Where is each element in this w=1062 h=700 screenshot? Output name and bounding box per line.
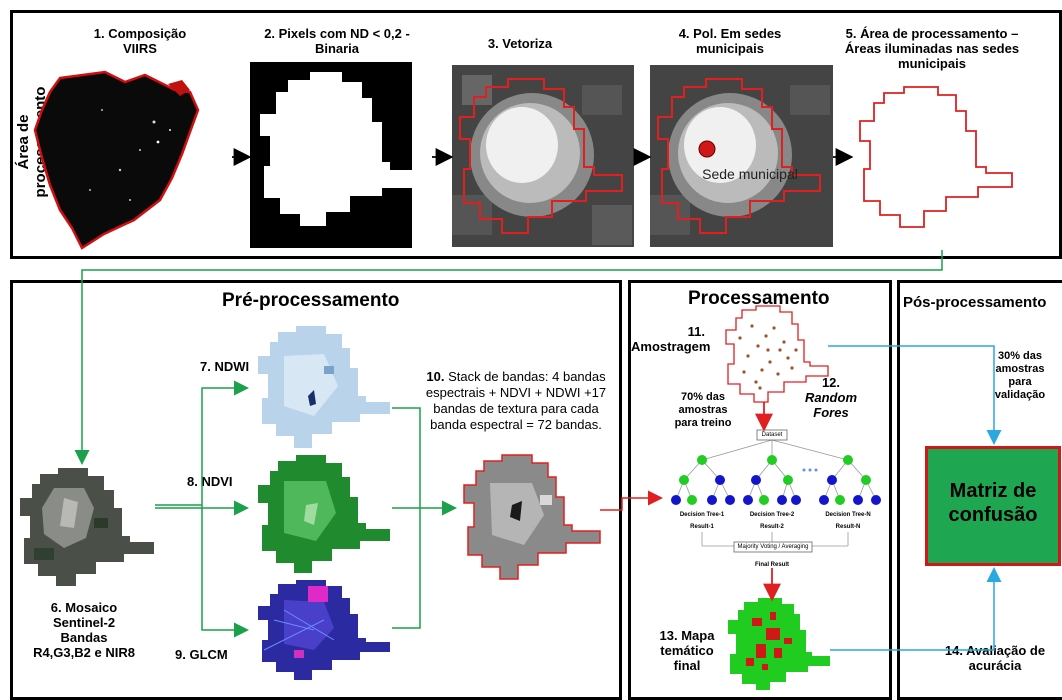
ndvi-image bbox=[254, 455, 390, 573]
pre-processing-title: Pré-processamento bbox=[222, 290, 400, 311]
step-2-label: 2. Pixels com ND < 0,2 - Binaria bbox=[264, 26, 410, 56]
binary-image bbox=[250, 62, 412, 248]
stack-image bbox=[460, 454, 601, 580]
sampling-label: 11. Amostragem bbox=[631, 324, 711, 354]
step-5-label: 5. Área de processamento – Áreas ilumina… bbox=[844, 26, 1020, 71]
rf-dataset-label: Dataset bbox=[761, 432, 783, 438]
stack-step-number: 10. bbox=[426, 369, 445, 384]
mosaic-label: 6. Mosaico Sentinel-2 Bandas R4,G3,B2 e … bbox=[33, 600, 135, 660]
rf-voting-label: Majority Voting / Averaging bbox=[737, 544, 809, 550]
processing-area-outline bbox=[852, 85, 1032, 250]
sede-polygon-image: Sede municipal bbox=[650, 65, 833, 247]
thematic-map-image bbox=[726, 598, 830, 690]
step-4-label: 4. Pol. Em sedes municipais bbox=[678, 26, 782, 56]
thematic-map-label: 13. Mapa temático final bbox=[659, 628, 715, 673]
ndvi-label: 8. NDVI bbox=[187, 474, 233, 489]
vectorize-image bbox=[452, 65, 634, 247]
rf-result-1-label: Result-1 bbox=[690, 524, 714, 530]
rf-tree-n-label: Decision Tree-N bbox=[825, 512, 871, 518]
ndwi-label: 7. NDWI bbox=[200, 359, 250, 374]
rf-result-2-label: Result-2 bbox=[760, 524, 784, 530]
confusion-matrix-box: Matriz de confusão bbox=[925, 446, 1061, 566]
rf-name: Random Fores bbox=[805, 390, 857, 420]
rf-result-n-label: Result-N bbox=[835, 524, 861, 530]
step-1-label: 1. Composição VIIRS bbox=[93, 26, 187, 56]
rf-tree-1-label: Decision Tree-1 bbox=[679, 512, 725, 518]
stack-text: Stack de bandas: 4 bandas espectrais + N… bbox=[425, 369, 607, 432]
confusion-matrix-label: Matriz de confusão bbox=[948, 480, 1038, 526]
sede-municipal-label: Sede municipal bbox=[702, 166, 798, 182]
viirs-image bbox=[30, 70, 225, 250]
ndwi-image bbox=[254, 326, 390, 448]
rf-tree-2-label: Decision Tree-2 bbox=[749, 512, 795, 518]
stack-description: 10. Stack de bandas: 4 bandas espectrais… bbox=[424, 369, 608, 433]
mosaic-image bbox=[14, 468, 154, 586]
random-forest-label: 12. Random Fores bbox=[796, 375, 866, 420]
step-3-label: 3. Vetoriza bbox=[487, 36, 553, 51]
glcm-label: 9. GLCM bbox=[175, 647, 228, 662]
random-forest-diagram: Dataset Decision Tree-1 Decision Tree-2 … bbox=[654, 424, 890, 584]
glcm-image bbox=[254, 580, 390, 680]
post-processing-title: Pós-processamento bbox=[903, 294, 1047, 311]
accuracy-label: 14. Avaliação de acurácia bbox=[944, 643, 1046, 673]
validation-label: 30% das amostras para validação bbox=[994, 350, 1046, 401]
rf-step-number: 12. bbox=[821, 375, 841, 390]
rf-final-label: Final Result bbox=[754, 562, 789, 568]
